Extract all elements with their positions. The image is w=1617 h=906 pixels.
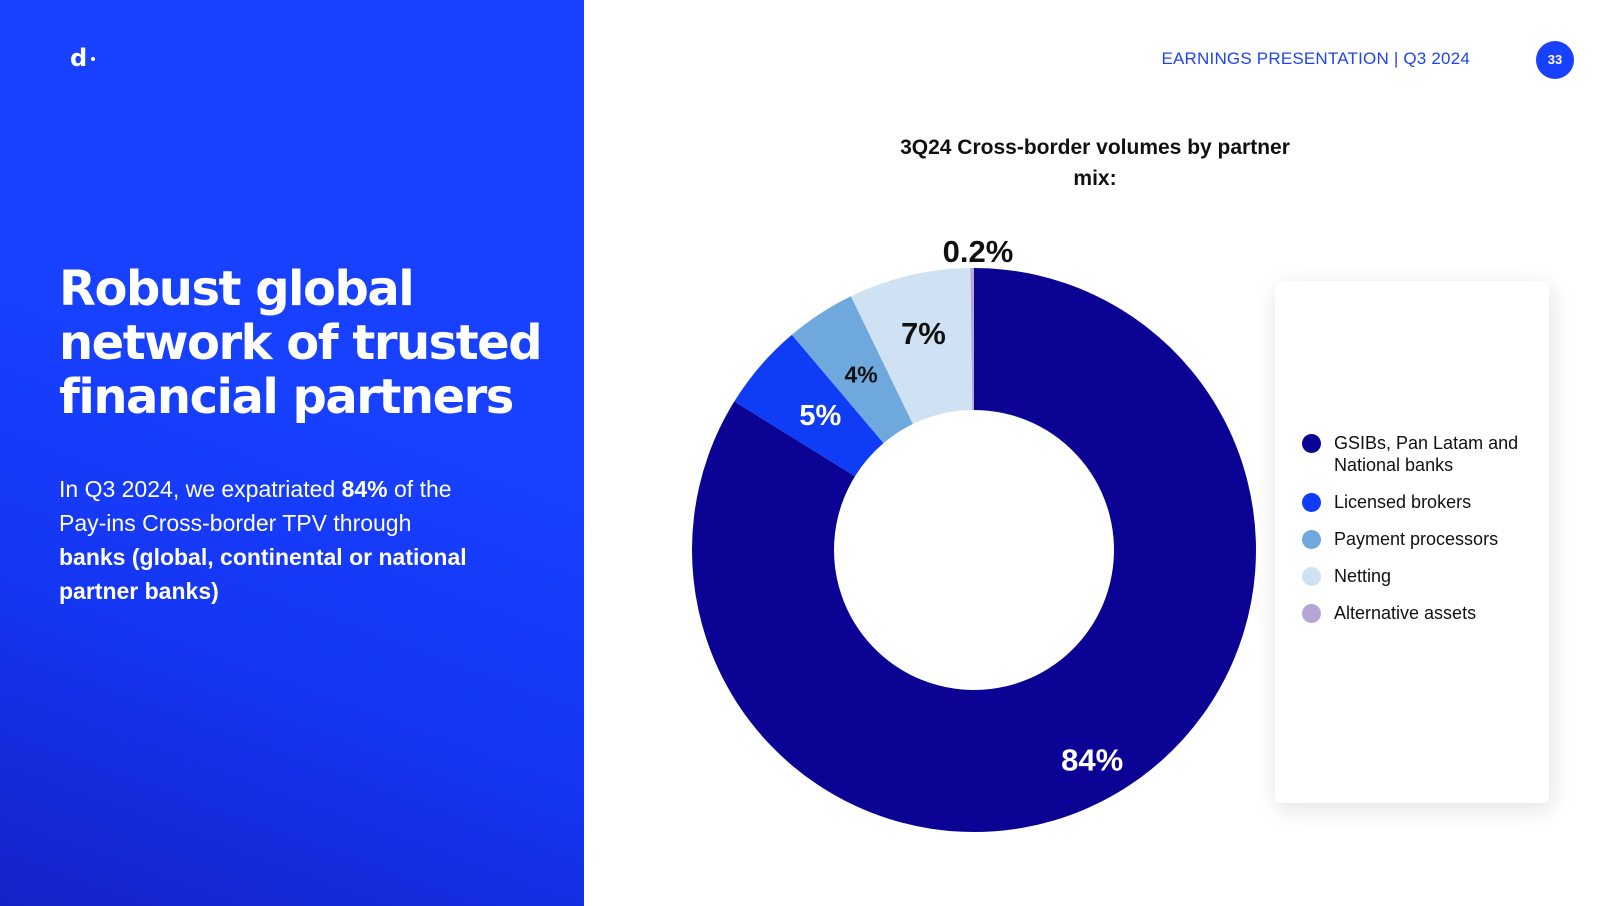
legend-label: GSIBs, Pan Latam and National banks [1334,433,1519,475]
slice-label-4: 7% [901,316,946,351]
presentation-header: EARNINGS PRESENTATION | Q3 2024 [1161,49,1470,68]
legend-list: GSIBs, Pan Latam and National banks Licen… [1302,432,1542,639]
legend-item: Alternative assets [1302,602,1542,624]
summary-highlight: 84% [341,476,388,502]
donut-slice-1 [692,268,1256,833]
legend-label: Netting [1334,566,1392,586]
legend-swatch [1302,567,1321,586]
summary-part: , we expatriated [172,476,342,502]
slice-label-5: 0.2% [943,234,1014,269]
summary-part: In Q3 2024 [59,476,173,502]
legend-item: Netting [1302,565,1542,587]
legend-swatch [1302,434,1321,453]
chart-title: 3Q24 Cross-border volumes by partner mix… [900,136,1290,190]
summary-text: In Q3 2024, we expatriated 84% of the Pa… [59,472,479,608]
summary-part: of the Pay-ins Cross-border TPV through [59,476,452,536]
legend-item: Payment processors [1302,528,1542,550]
page-number-badge: 33 [1536,41,1574,79]
legend-swatch [1302,604,1321,623]
legend-swatch [1302,493,1321,512]
legend-swatch [1302,530,1321,549]
slice-label-1: 84% [1061,743,1123,778]
donut-slice-3 [791,296,913,444]
donut-slice-4 [850,268,973,425]
left-panel: d Robust global network of trusted finan… [0,0,584,906]
legend-item: Licensed brokers [1302,491,1542,513]
legend-label: Payment processors [1334,529,1499,549]
slice-label-2: 5% [799,400,841,432]
slice-label-3: 4% [844,362,877,388]
donut-chart: 84% 5%4% 7% 0.2% [692,234,1256,833]
brand-logo: d [70,44,96,72]
donut-slice-2 [734,334,884,477]
legend-item: GSIBs, Pan Latam and National banks [1302,432,1542,476]
headline: Robust global network of trusted financi… [59,261,543,425]
donut-slice-5 [970,268,974,411]
legend-label: Alternative assets [1334,603,1477,623]
legend: GSIBs, Pan Latam and National banks Licen… [1275,281,1549,803]
summary-highlight: banks (global, continental or national p… [59,544,467,604]
legend-label: Licensed brokers [1334,492,1472,512]
